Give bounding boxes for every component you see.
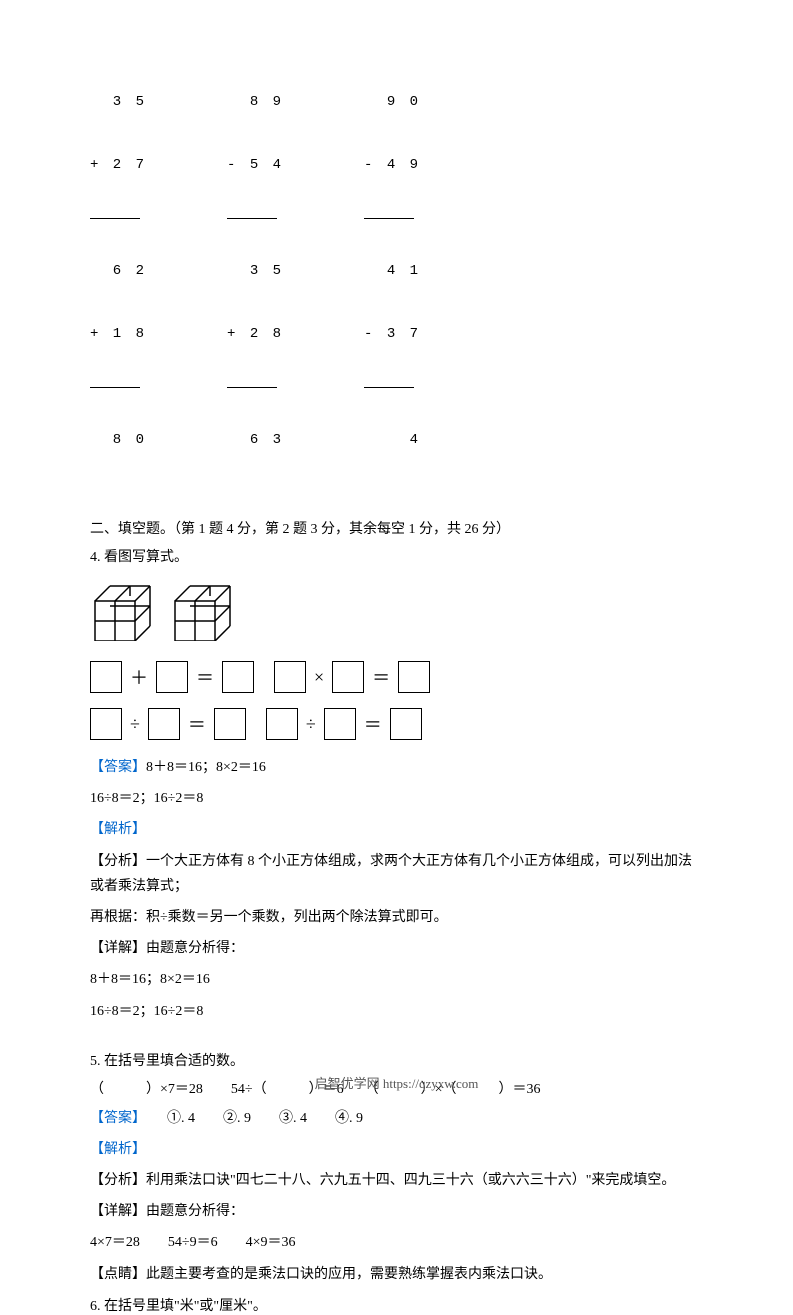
times-op: × [314,667,324,688]
blank-box [266,708,298,740]
equation-add: ＋ ＝ [90,661,254,693]
q5-fenxi: 【分析】利用乘法口诀"四七二十八、六九五十四、四九三十六（或六六三十六）"来完成… [90,1168,703,1193]
footer: 启智优学网 https://qzyxw.com [0,1073,793,1092]
arith-line: 3 5 [227,261,284,282]
plus-op: ＋ [130,664,148,690]
cubes-row [90,581,703,641]
arith-line: 9 0 [364,92,421,113]
q4-xj-r1: 8＋8＝16；8×2＝16 [90,967,703,992]
arith-rule [364,218,414,219]
eq-op: ＝ [188,711,206,737]
equation-row-2: ÷ ＝ ÷ ＝ [90,708,703,740]
xiangjie-text: 由题意分析得： [146,1204,244,1219]
q4-answer: 【答案】8＋8＝16；8×2＝16 [90,755,703,780]
eq-op: ＝ [364,711,382,737]
blank-box [222,661,254,693]
div-op: ÷ [130,714,140,735]
blank-box [398,661,430,693]
answer-label: 【答案】 [90,1111,139,1126]
xiangjie-label: 【详解】 [90,941,146,956]
fenxi-label: 【分析】 [90,854,146,869]
blank-box [390,708,422,740]
q4-fenxi2: 再根据：积÷乘数＝另一个乘数，列出两个除法算式即可。 [90,905,703,930]
arith-line: 4 1 [364,261,421,282]
equation-div2: ÷ ＝ [266,708,422,740]
q4-answer2: 16÷8＝2；16÷2＝8 [90,786,703,811]
arith-line: + 2 7 [90,155,147,176]
blank-box [324,708,356,740]
arith-col-2: 8 9 - 5 4 3 5 + 2 8 6 3 [227,50,284,493]
answer-text: 8＋8＝16；8×2＝16 [146,760,266,775]
equation-div1: ÷ ＝ [90,708,246,740]
arith-line: - 4 9 [364,155,421,176]
fenxi-text: 利用乘法口诀"四七二十八、六九五十四、四九三十六（或六六三十六）"来完成填空。 [146,1173,675,1188]
equation-mult: × ＝ [274,661,430,693]
q4-title: 4. 看图写算式。 [90,546,703,566]
eq-op: ＝ [372,664,390,690]
arith-rule [227,218,277,219]
arith-line: - 5 4 [227,155,284,176]
section-header: 二、填空题。（第 1 题 4 分，第 2 题 3 分，其余每空 1 分，共 26… [90,518,703,538]
q5-dianjing: 【点睛】此题主要考查的是乘法口诀的应用，需要熟练掌握表内乘法口诀。 [90,1262,703,1287]
eq-op: ＝ [196,664,214,690]
arith-line: - 3 7 [364,324,421,345]
arith-rule [90,218,140,219]
arith-rule [364,387,414,388]
arith-line: 6 2 [90,261,147,282]
fenxi-text: 一个大正方体有 8 个小正方体组成，求两个大正方体有几个小正方体组成，可以列出加… [90,854,692,894]
dianjing-label: 【点睛】 [90,1267,146,1282]
q5-xiangjie: 【详解】由题意分析得： [90,1199,703,1224]
xiangjie-label: 【详解】 [90,1204,146,1219]
arith-line: 8 9 [227,92,284,113]
arith-line: 8 0 [90,430,147,451]
q4-fenxi: 【分析】一个大正方体有 8 个小正方体组成，求两个大正方体有几个小正方体组成，可… [90,849,703,899]
arith-line: 6 3 [227,430,284,451]
arith-line: 4 [364,430,421,451]
arith-col-3: 9 0 - 4 9 4 1 - 3 7 4 [364,50,421,493]
fenxi-label: 【分析】 [90,1173,146,1188]
arith-rule [227,387,277,388]
arith-line: + 1 8 [90,324,147,345]
analysis-label: 【解析】 [90,1137,703,1162]
blank-box [90,708,122,740]
q5-xj-r1: 4×7＝28 54÷9＝6 4×9＝36 [90,1230,703,1255]
arith-rule [90,387,140,388]
analysis-label: 【解析】 [90,817,703,842]
blank-box [214,708,246,740]
div-op: ÷ [306,714,316,735]
dianjing-text: 此题主要考查的是乘法口诀的应用，需要熟练掌握表内乘法口诀。 [146,1267,552,1282]
blank-box [90,661,122,693]
q5-answer: 【答案】 ①. 4 ②. 9 ③. 4 ④. 9 [90,1106,703,1131]
blank-box [332,661,364,693]
equation-row-1: ＋ ＝ × ＝ [90,661,703,693]
cube-icon [90,581,155,641]
cube-icon [170,581,235,641]
arith-line: + 2 8 [227,324,284,345]
answer-label: 【答案】 [90,760,146,775]
q5-title: 5. 在括号里填合适的数。 [90,1050,703,1070]
arith-col-1: 3 5 + 2 7 6 2 + 1 8 8 0 [90,50,147,493]
blank-box [274,661,306,693]
xiangjie-text: 由题意分析得： [146,941,244,956]
arithmetic-problems: 3 5 + 2 7 6 2 + 1 8 8 0 8 9 - 5 4 3 5 + … [90,50,703,493]
answer-text: ①. 4 ②. 9 ③. 4 ④. 9 [139,1111,363,1126]
q4-xiangjie: 【详解】由题意分析得： [90,936,703,961]
blank-box [156,661,188,693]
arith-line: 3 5 [90,92,147,113]
q4-xj-r2: 16÷8＝2；16÷2＝8 [90,999,703,1024]
q6-title: 6. 在括号里填"米"或"厘米"。 [90,1295,703,1315]
blank-box [148,708,180,740]
